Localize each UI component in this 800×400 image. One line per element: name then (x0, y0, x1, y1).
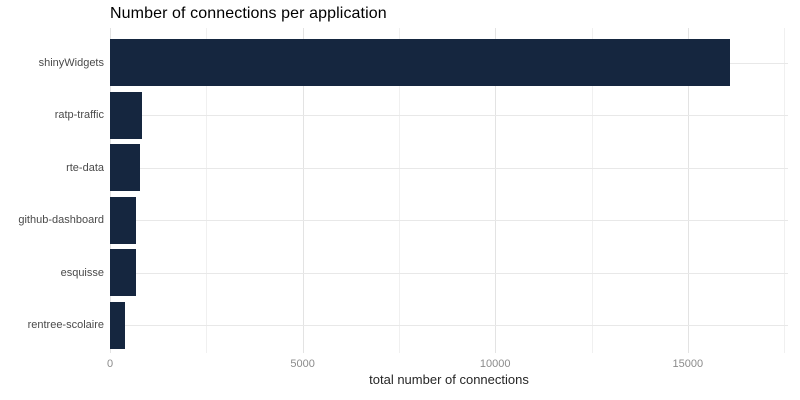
x-axis-title: total number of connections (369, 372, 529, 387)
chart-title: Number of connections per application (110, 5, 387, 22)
bar-rte-data (110, 144, 140, 191)
y-axis-label-github-dashboard: github-dashboard (18, 214, 104, 226)
category-gridline (110, 115, 788, 116)
minor-gridline (784, 28, 786, 353)
minor-gridline (398, 28, 400, 353)
x-tick-label-10000: 10000 (479, 358, 511, 370)
category-gridline (110, 167, 788, 169)
bar-esquisse (110, 249, 136, 296)
y-axis-label-shinyWidgets: shinyWidgets (38, 56, 104, 69)
minor-gridline (206, 28, 208, 353)
bar-shinyWidgets (110, 39, 731, 86)
major-gridline (687, 28, 689, 353)
x-tick-label-0: 0 (106, 358, 114, 370)
y-axis-label-rte-data: rte-data (66, 161, 104, 174)
major-gridline (302, 28, 304, 353)
category-gridline (110, 325, 788, 326)
y-axis-label-ratp-traffic: ratp-traffic (54, 109, 104, 121)
category-gridline (110, 272, 788, 274)
y-axis-label-esquisse: esquisse (60, 266, 104, 279)
bar-rentree-scolaire (110, 301, 125, 349)
major-gridline (495, 28, 497, 353)
bar-ratp-traffic (110, 91, 142, 139)
minor-gridline (591, 28, 593, 353)
category-gridline (110, 220, 788, 221)
bar-github-dashboard (110, 196, 136, 244)
x-tick-label-15000: 15000 (672, 358, 704, 370)
x-tick-label-5000: 5000 (290, 358, 315, 370)
y-axis-label-rentree-scolaire: rentree-scolaire (27, 319, 104, 331)
